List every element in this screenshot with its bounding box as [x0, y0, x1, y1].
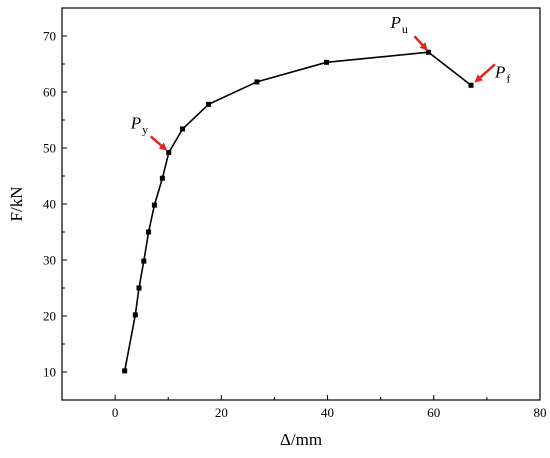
- annotation-arrow: [413, 35, 428, 51]
- x-tick-label: 60: [427, 405, 440, 420]
- data-point: [136, 285, 142, 291]
- y-tick-label: 70: [43, 29, 56, 44]
- data-point: [468, 82, 474, 88]
- data-point: [323, 59, 329, 65]
- data-point: [180, 126, 186, 132]
- data-point: [425, 49, 431, 55]
- annotation-label: Pf: [494, 62, 510, 85]
- data-point: [132, 312, 138, 318]
- plot-frame: [61, 7, 541, 401]
- y-tick-label: 10: [43, 365, 56, 380]
- data-point: [141, 258, 147, 264]
- series-line: [123, 51, 472, 372]
- data-point: [166, 149, 172, 155]
- y-tick-label: 60: [43, 85, 56, 100]
- data-point: [146, 229, 152, 235]
- x-tick-label: 80: [534, 405, 547, 420]
- annotation-label: Py: [130, 113, 148, 136]
- annotation-arrow: [149, 135, 168, 151]
- data-point: [122, 368, 128, 374]
- x-axis-label: Δ/mm: [280, 430, 322, 449]
- y-tick-label: 50: [43, 141, 56, 156]
- data-point: [206, 101, 212, 107]
- data-point: [151, 202, 157, 208]
- data-point: [254, 79, 260, 85]
- annotation-arrow: [474, 63, 496, 83]
- annotation-label: Pu: [389, 13, 407, 36]
- y-axis-label: F/kN: [7, 187, 26, 222]
- data-point: [159, 175, 165, 181]
- x-tick-label: 0: [112, 405, 119, 420]
- x-tick-label: 20: [215, 405, 228, 420]
- y-tick-label: 30: [43, 253, 56, 268]
- y-tick-label: 40: [43, 197, 56, 212]
- x-tick-label: 40: [321, 405, 334, 420]
- y-tick-label: 20: [43, 309, 56, 324]
